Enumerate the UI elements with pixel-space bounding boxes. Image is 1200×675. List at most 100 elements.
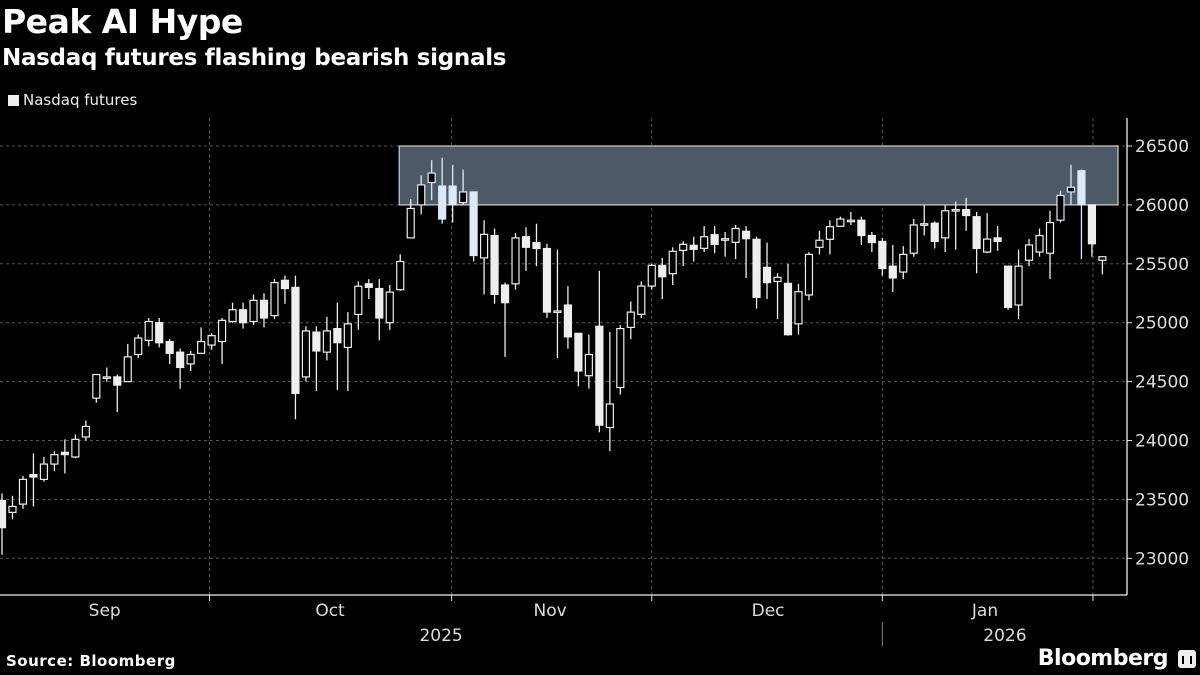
candle-down [972, 216, 981, 250]
candle-up [39, 463, 49, 480]
candle-down [1003, 265, 1013, 308]
candle-up [511, 237, 520, 285]
candle-down [1087, 204, 1097, 245]
candle-up [626, 311, 635, 329]
candle-up [700, 236, 709, 249]
candle-down [333, 327, 342, 344]
candle-up [1045, 221, 1055, 254]
chart-title: Peak AI Hype [2, 2, 243, 41]
month-label: Dec [752, 601, 785, 621]
candle-down [155, 322, 164, 344]
month-label: Jan [971, 601, 998, 621]
candle-up [81, 425, 90, 438]
bloomberg-logo: Bloomberg [1037, 646, 1169, 671]
candle-down [291, 286, 300, 394]
candle-down [375, 287, 384, 319]
y-tick-label: 26000 [1135, 196, 1189, 216]
candle-up [616, 327, 625, 389]
candle-down [532, 241, 541, 250]
candle-down [595, 325, 604, 426]
candle-up [909, 224, 918, 254]
candle-up [207, 335, 216, 346]
candle-up [679, 243, 688, 251]
candle-up [228, 309, 237, 323]
candle-down [165, 340, 174, 354]
candle-up [605, 403, 614, 429]
candle-down [469, 191, 478, 257]
candle-down [867, 234, 876, 244]
candle-down [888, 265, 897, 279]
candle-up [1056, 194, 1065, 221]
candle-up [553, 310, 562, 314]
candle-up [270, 282, 279, 317]
month-label: Sep [89, 601, 121, 621]
candle-up [197, 340, 206, 354]
candle-down [878, 240, 887, 270]
candle-down [1077, 170, 1086, 206]
y-tick-label: 25000 [1135, 314, 1189, 334]
candle-up [1066, 186, 1076, 193]
source-note: Source: Bloomberg [6, 652, 176, 670]
candle-down [0, 499, 7, 529]
candle-down [312, 331, 321, 352]
candle-down [60, 451, 69, 456]
month-label: Oct [315, 601, 345, 621]
y-tick-label: 24000 [1135, 432, 1189, 452]
candle-up [941, 210, 950, 239]
candle-down [438, 185, 447, 220]
month-label: Nov [534, 601, 567, 621]
candle-down [930, 222, 939, 243]
candle-down [783, 282, 793, 336]
y-tick-label: 25500 [1135, 255, 1189, 275]
candle-up [417, 184, 426, 206]
candle-up [396, 260, 405, 291]
legend: Nasdaq futures [8, 91, 137, 109]
candle-up [637, 285, 646, 315]
legend-swatch [8, 94, 19, 106]
candle-up [1098, 256, 1107, 261]
candle-down [752, 238, 761, 298]
candle-up [584, 353, 593, 377]
y-tick-label: 23500 [1135, 490, 1189, 510]
candle-down [500, 284, 510, 304]
candle-up [301, 330, 311, 378]
candle-up [773, 276, 782, 283]
year-label: 2025 [419, 626, 462, 646]
candle-up [983, 238, 992, 253]
candle-down [448, 185, 457, 206]
candle-down [280, 279, 290, 290]
candle-down [563, 304, 573, 338]
candle-up [1024, 244, 1034, 261]
chart-subtitle: Nasdaq futures flashing bearish signals [2, 45, 507, 71]
candle-up [427, 172, 436, 184]
bloomberg-chart-icon [1178, 650, 1196, 668]
candle-up [836, 218, 845, 227]
candle-down [658, 264, 667, 278]
candle-up [249, 299, 258, 323]
candle-down [689, 244, 698, 250]
candle-up [18, 478, 28, 505]
candle-up [217, 319, 227, 343]
legend-label: Nasdaq futures [23, 91, 138, 109]
candle-up [920, 223, 929, 226]
candle-down [962, 209, 971, 217]
candle-up [459, 191, 468, 204]
candle-down [238, 309, 248, 324]
candle-down [710, 234, 719, 245]
candle-up [50, 454, 59, 465]
candle-up [479, 233, 489, 259]
y-tick-label: 24500 [1135, 373, 1189, 393]
candle-up [186, 353, 195, 365]
candle-up [8, 505, 17, 513]
candle-down [490, 234, 499, 296]
candle-down [113, 376, 122, 386]
candle-up [354, 285, 363, 316]
candle-up [951, 209, 960, 212]
candle-up [92, 373, 101, 399]
highlight-zone [398, 145, 1119, 206]
candle-up [144, 320, 153, 341]
y-tick-label: 23000 [1135, 549, 1189, 569]
candle-down [762, 266, 772, 284]
candle-up [804, 253, 814, 296]
